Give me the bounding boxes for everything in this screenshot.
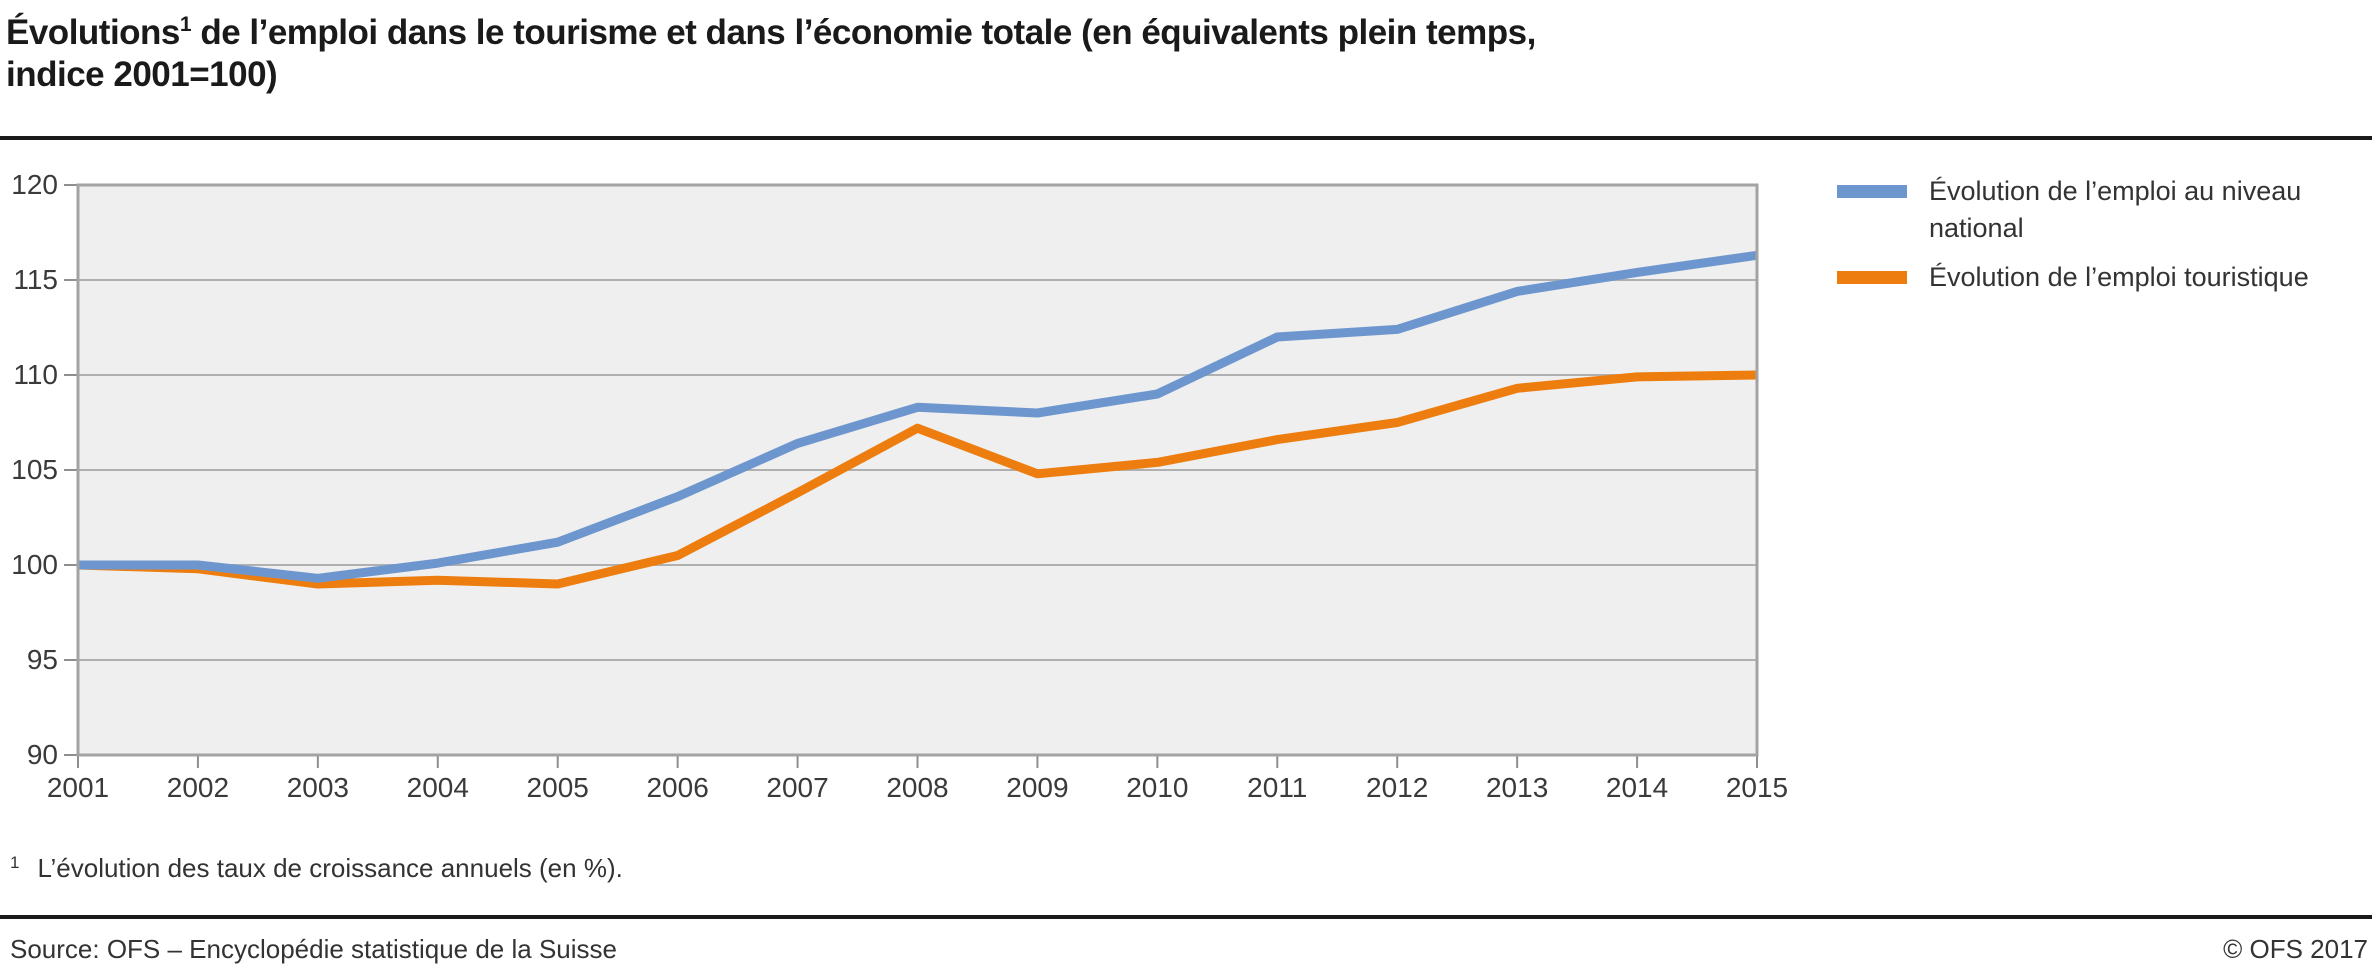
title-rule	[0, 136, 2372, 140]
plot-frame	[76, 183, 1759, 757]
x-tick-label-2005: 2005	[526, 772, 589, 803]
chart-title-line-1: Évolutions1 de l’emploi dans le tourisme…	[6, 13, 1536, 52]
legend: Évolution de l’emploi au niveau national É…	[1837, 173, 2337, 308]
chart-title: Évolutions1 de l’emploi dans le tourisme…	[6, 4, 2366, 96]
x-tick-label-2006: 2006	[646, 772, 709, 803]
legend-item-0: Évolution de l’emploi au niveau national	[1837, 173, 2337, 247]
y-tick-label-115: 115	[13, 264, 58, 295]
y-tick-label-100: 100	[11, 549, 58, 580]
x-tick-label-2002: 2002	[166, 772, 230, 803]
chart-title-line-2: indice 2001=100)	[6, 55, 278, 94]
y-tick-label-120: 120	[11, 169, 58, 200]
x-tick-label-2015: 2015	[1725, 772, 1789, 803]
legend-item-1: Évolution de l’emploi touristique	[1837, 259, 2337, 296]
x-tick-label-2008: 2008	[886, 772, 949, 803]
y-tick-label-110: 110	[13, 359, 58, 390]
footer-rule	[0, 915, 2372, 919]
title-footnote-marker: 1	[179, 13, 192, 36]
x-tick-label-2012: 2012	[1366, 772, 1429, 803]
y-tick-label-105: 105	[11, 454, 58, 485]
legend-label-1: Évolution de l’emploi touristique	[1929, 262, 2309, 292]
y-tick-label-95: 95	[26, 644, 58, 675]
x-tick-label-2014: 2014	[1605, 772, 1669, 803]
footnote: 1 L’évolution des taux de croissance annu…	[10, 846, 623, 885]
source-text: Source: OFS – Encyclopédie statistique d…	[10, 934, 617, 964]
legend-swatch-0	[1837, 185, 1907, 198]
legend-swatch-1	[1837, 271, 1907, 284]
series-line-1	[77, 370, 1758, 589]
x-tick-label-2007: 2007	[766, 772, 829, 803]
series-line-0	[78, 250, 1758, 583]
x-tick-label-2001: 2001	[46, 772, 110, 803]
footnote-text: L’évolution des taux de croissance annue…	[37, 853, 623, 883]
chart-plot-area	[64, 183, 1759, 768]
x-tick-label-2011: 2011	[1247, 772, 1308, 803]
y-tick-label-90: 90	[26, 739, 58, 770]
x-tick-label-2013: 2013	[1485, 772, 1549, 803]
x-tick-label-2010: 2010	[1126, 772, 1189, 803]
x-tick-label-2003: 2003	[286, 772, 349, 803]
x-tick-label-2009: 2009	[1006, 772, 1069, 803]
x-tick-label-2004: 2004	[406, 772, 469, 803]
copyright-text: © OFS 2017	[2223, 934, 2368, 964]
legend-label-0: Évolution de l’emploi au niveau national	[1929, 176, 2302, 243]
footnote-marker: 1	[10, 853, 20, 872]
